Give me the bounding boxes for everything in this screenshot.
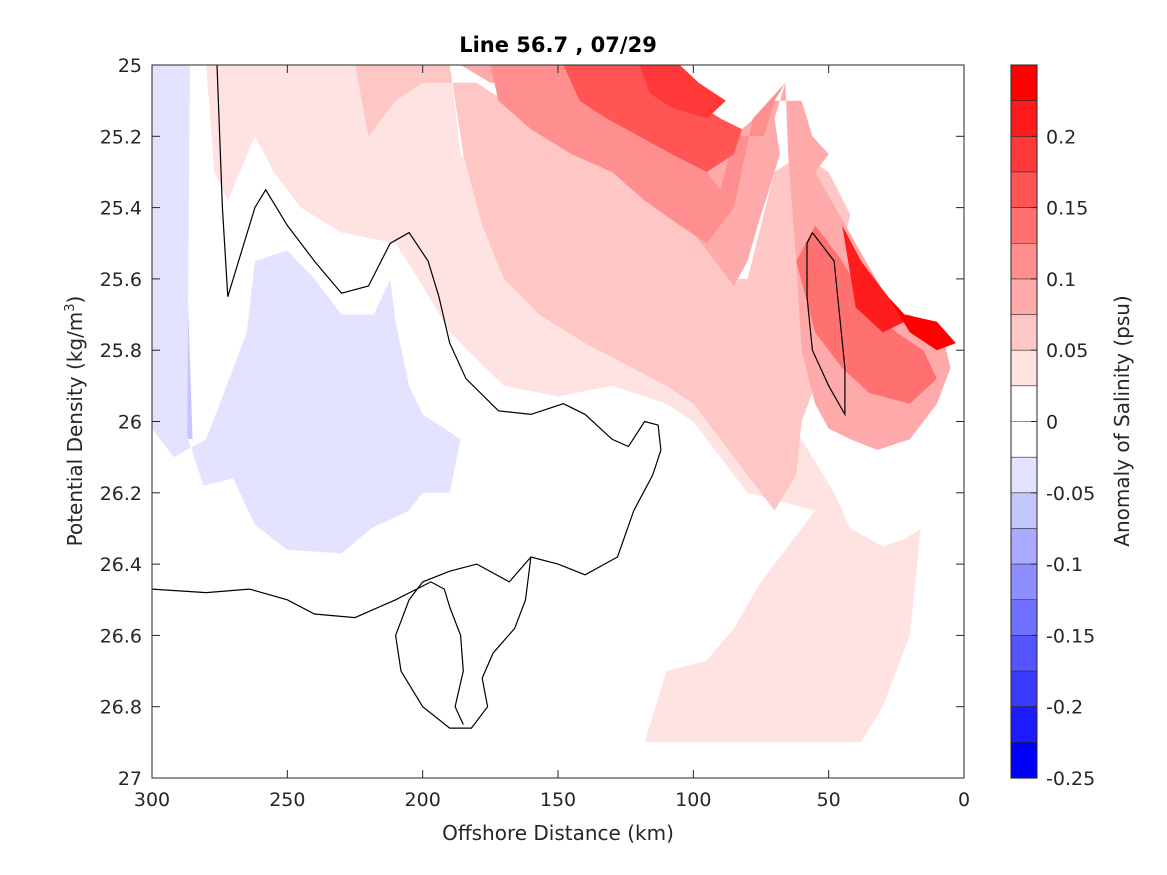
colorbar-tick-label: 0.2 <box>1046 126 1076 148</box>
colorbar-tick-label: 0.1 <box>1046 269 1076 291</box>
colorbar-swatch <box>1011 742 1037 779</box>
colorbar-swatch <box>1011 314 1037 351</box>
colorbar-tick-label: -0.1 <box>1046 554 1083 576</box>
x-tick-label: 50 <box>817 789 841 811</box>
zero-contour-line-1 <box>806 232 846 417</box>
x-tick-label: 250 <box>269 789 305 811</box>
x-tick-label: 100 <box>675 789 711 811</box>
anomaly-region-9 <box>842 225 905 333</box>
colorbar-ticks: 0.2 0.15 0.1 0.05 0 -0.05 -0.1 -0.15 -0.2 -0.25 <box>1031 126 1095 790</box>
colorbar-swatch <box>1011 492 1037 530</box>
y-tick-label: 26.4 <box>100 554 142 576</box>
x-tick-label: 0 <box>958 789 970 811</box>
zero-contour-line-2 <box>152 581 464 725</box>
colorbar-swatch <box>1011 635 1037 672</box>
plot-area: 300 250 200 150 100 50 0 2525.225.425.625.8262… <box>100 55 970 811</box>
colorbar-tick-label: -0.25 <box>1046 768 1095 790</box>
y-tick-label: 25.4 <box>100 198 142 220</box>
x-tick-label: 300 <box>134 789 170 811</box>
zero-contour-lines <box>152 65 846 729</box>
anomaly-region-1 <box>152 65 461 554</box>
y-axis-label-sup: 3 <box>63 303 78 311</box>
x-axis-ticks: 300 250 200 150 100 50 0 <box>134 65 970 811</box>
colorbar-swatch <box>1011 243 1037 280</box>
colorbar-swatch <box>1011 599 1037 636</box>
x-tick-label: 150 <box>540 789 576 811</box>
anomaly-region-6 <box>563 65 743 172</box>
anomaly-region-4 <box>460 65 951 450</box>
y-axis-label-main: Potential Density (kg/m <box>63 312 87 547</box>
colorbar-swatch <box>1011 528 1037 565</box>
colorbar-swatch <box>1011 278 1037 316</box>
colorbar-swatch <box>1011 421 1037 458</box>
salinity-anomaly-fills <box>152 65 956 743</box>
colorbar-swatch <box>1011 100 1037 137</box>
x-tick-label: 200 <box>405 789 441 811</box>
anomaly-region-3 <box>355 65 851 511</box>
y-tick-label: 25.2 <box>100 126 142 148</box>
y-axis-label: Potential Density (kg/m3) <box>63 296 87 547</box>
anomaly-region-7 <box>639 65 726 119</box>
anomaly-region-2 <box>206 65 921 743</box>
y-tick-label: 27 <box>118 768 142 790</box>
colorbar-tick-label: -0.15 <box>1046 625 1095 647</box>
y-axis-label-tail: ) <box>63 296 87 304</box>
chart-title: Line 56.7 , 07/29 <box>459 33 657 57</box>
colorbar-swatch <box>1011 65 1037 102</box>
colorbar-tick-label: -0.2 <box>1046 697 1083 719</box>
colorbar-swatch <box>1011 136 1037 173</box>
colorbar-tick-label: -0.05 <box>1046 483 1095 505</box>
anomaly-region-5 <box>490 65 786 244</box>
colorbar-swatch <box>1011 706 1037 743</box>
y-tick-label: 26.2 <box>100 483 142 505</box>
colorbar-tick-label: 0.05 <box>1046 340 1088 362</box>
colorbar-swatch <box>1011 457 1037 494</box>
colorbar-label: Anomaly of Salinity (psu) <box>1110 295 1134 546</box>
colorbar: 0.2 0.15 0.1 0.05 0 -0.05 -0.1 -0.15 -0.2 -0.25 <box>1010 64 1095 790</box>
colorbar-swatch <box>1011 564 1037 601</box>
colorbar-tick-label: 0 <box>1046 412 1058 434</box>
x-axis-label: Offshore Distance (km) <box>442 821 674 845</box>
y-tick-label: 26.6 <box>100 625 142 647</box>
colorbar-swatch <box>1011 207 1037 244</box>
y-tick-label: 25.8 <box>100 340 142 362</box>
colorbar-swatches <box>1011 65 1037 779</box>
colorbar-swatch <box>1011 671 1037 708</box>
colorbar-tick-label: 0.15 <box>1046 198 1088 220</box>
anomaly-region-10 <box>888 296 956 351</box>
colorbar-swatch <box>1011 350 1037 387</box>
zero-contour-line-0 <box>216 65 662 729</box>
colorbar-swatch <box>1011 171 1037 209</box>
y-axis-ticks: 25 25.2 25.4 25.6 25.8 26 26.2 26.4 26.6 26.8 27 <box>100 55 964 790</box>
y-tick-label: 25.6 <box>100 269 142 291</box>
y-tick-label: 25 <box>118 55 142 77</box>
y-tick-label: 26.8 <box>100 697 142 719</box>
colorbar-swatch <box>1011 385 1037 423</box>
y-tick-label: 26 <box>118 412 142 434</box>
